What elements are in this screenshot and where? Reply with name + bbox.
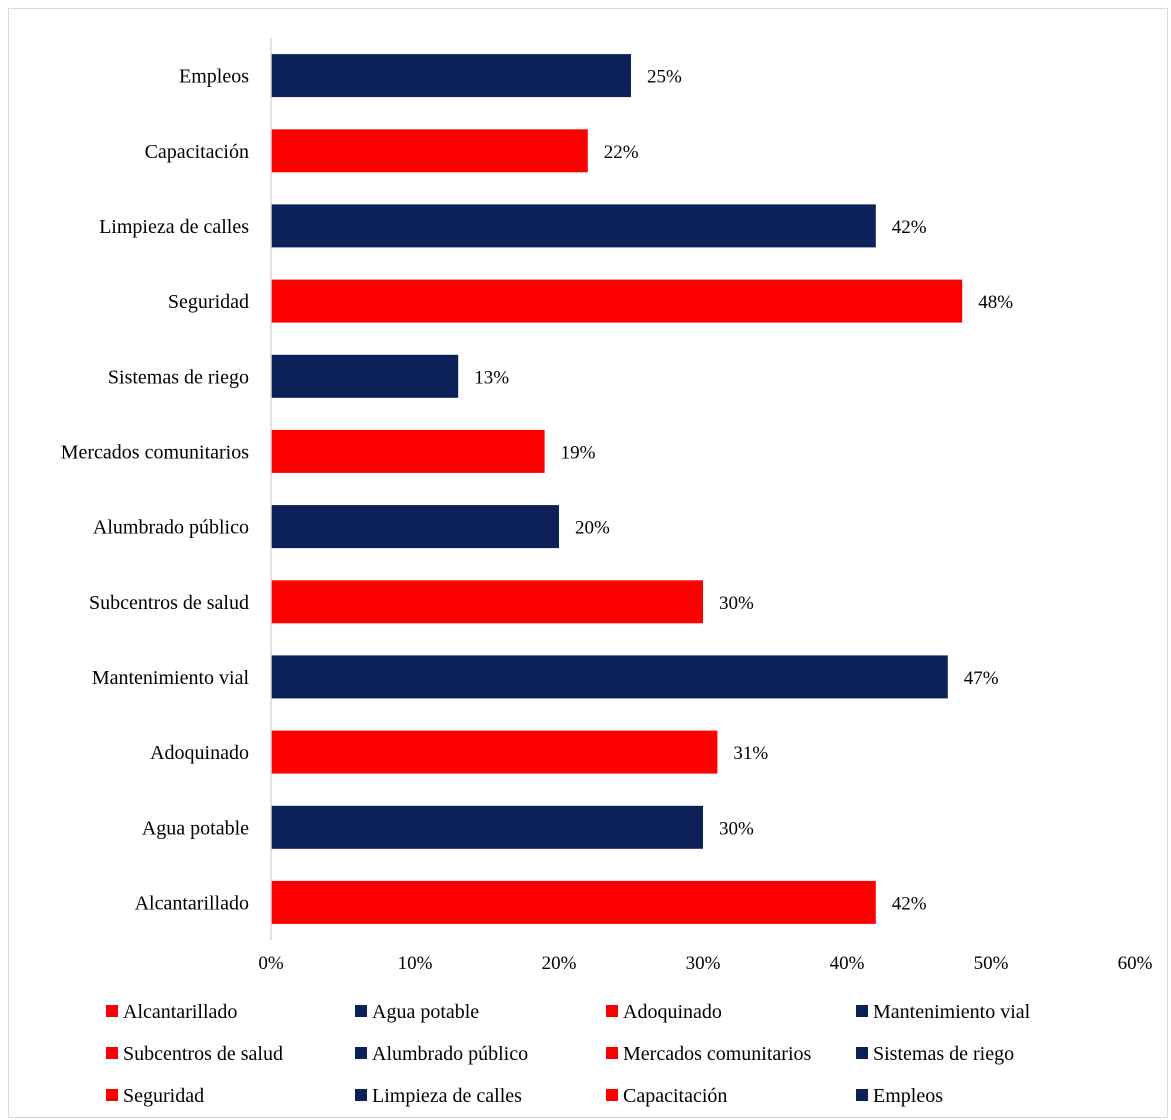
x-tick-label: 40%: [830, 953, 865, 974]
value-label: 19%: [561, 442, 596, 463]
legend-label: Sistemas de riego: [873, 1043, 1014, 1065]
x-tick-label: 60%: [1118, 953, 1153, 974]
category-labels: Empleos Capacitación Limpieza de calles Seg…: [61, 66, 250, 915]
legend-label: Mantenimiento vial: [873, 1001, 1031, 1023]
category-label: Alcantarillado: [135, 892, 249, 914]
x-tick-label: 50%: [974, 953, 1009, 974]
legend-label: Seguridad: [123, 1085, 204, 1107]
legend-label: Mercados comunitarios: [623, 1043, 811, 1065]
category-label: Empleos: [179, 66, 249, 88]
legend-swatch: [106, 1047, 118, 1059]
legend-label: Empleos: [873, 1085, 943, 1107]
value-label: 30%: [719, 593, 754, 614]
bar-1: [271, 129, 588, 173]
value-label: 20%: [575, 518, 610, 539]
bar-4: [271, 354, 459, 398]
x-tick-label: 0%: [258, 953, 284, 974]
legend-swatch: [856, 1089, 868, 1101]
legend-swatch: [606, 1047, 618, 1059]
value-label: 30%: [719, 818, 754, 839]
category-label: Subcentros de salud: [89, 592, 249, 614]
x-tick-label: 30%: [686, 953, 721, 974]
category-label: Adoquinado: [150, 742, 249, 764]
bars-layer: [271, 54, 963, 924]
axis-layer: 0% 10% 20% 30% 40% 50% 60%: [258, 38, 1153, 974]
legend-swatch: [106, 1089, 118, 1101]
legend-label: Limpieza de calles: [372, 1085, 522, 1107]
bar-5: [271, 429, 545, 473]
category-label: Capacitación: [145, 141, 249, 163]
legend-swatch: [856, 1005, 868, 1017]
legend-label: Agua potable: [372, 1001, 479, 1023]
category-label: Limpieza de calles: [99, 216, 249, 238]
bar-6: [271, 505, 559, 549]
value-label: 48%: [978, 292, 1013, 313]
legend-label: Alumbrado público: [372, 1043, 528, 1065]
value-label: 25%: [647, 67, 682, 88]
legend-label: Subcentros de salud: [123, 1043, 283, 1065]
category-label: Mantenimiento vial: [92, 667, 250, 689]
value-label: 22%: [604, 142, 639, 163]
value-labels: 25% 22% 42% 48% 13% 19% 20% 30% 47% 31% 30% 42%: [474, 67, 1013, 915]
legend-swatch: [856, 1047, 868, 1059]
x-tick-label: 10%: [398, 953, 433, 974]
legend-swatch: [355, 1089, 367, 1101]
legend-swatch: [106, 1005, 118, 1017]
category-label: Mercados comunitarios: [61, 441, 249, 463]
category-label: Sistemas de riego: [108, 366, 249, 388]
value-label: 13%: [474, 367, 509, 388]
value-label: 47%: [964, 668, 999, 689]
legend-label: Alcantarillado: [123, 1001, 237, 1023]
value-label: 31%: [733, 743, 768, 764]
chart-frame: [8, 8, 1168, 1118]
value-label: 42%: [892, 893, 927, 914]
bar-8: [271, 655, 948, 699]
bar-11: [271, 880, 876, 924]
category-label: Alumbrado público: [93, 517, 249, 539]
bar-2: [271, 204, 876, 248]
category-label: Agua potable: [142, 817, 249, 839]
bar-0: [271, 54, 631, 98]
legend-label: Adoquinado: [623, 1001, 722, 1023]
legend-swatch: [355, 1047, 367, 1059]
legend-swatch: [606, 1089, 618, 1101]
bar-7: [271, 580, 703, 624]
legend-label: Capacitación: [623, 1085, 727, 1107]
value-label: 42%: [892, 217, 927, 238]
category-label: Seguridad: [168, 291, 249, 313]
bar-10: [271, 805, 703, 849]
bar-3: [271, 279, 963, 323]
legend-swatch: [355, 1005, 367, 1017]
legend-swatch: [606, 1005, 618, 1017]
legend: Alcantarillado Agua potable Adoquinado Mant…: [106, 1001, 1031, 1107]
x-tick-label: 20%: [542, 953, 577, 974]
bar-9: [271, 730, 718, 774]
